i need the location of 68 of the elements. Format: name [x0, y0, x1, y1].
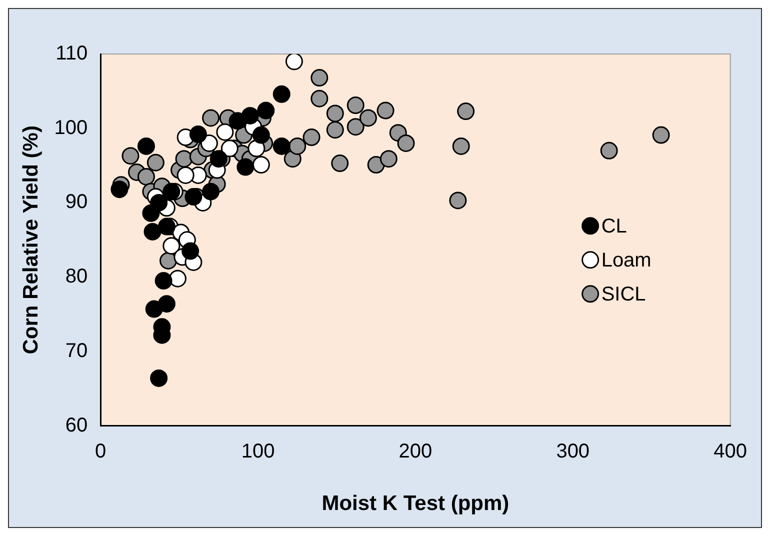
point	[257, 102, 275, 120]
y-tick-label: 90	[65, 191, 88, 214]
x-tick-label: 100	[241, 440, 275, 462]
point	[376, 102, 394, 120]
y-tick-label: 110	[56, 42, 88, 65]
point	[168, 270, 186, 288]
x-axis-title: Moist K Test (ppm)	[322, 492, 510, 516]
point	[600, 142, 618, 160]
point	[248, 140, 266, 158]
point	[272, 85, 290, 103]
point	[182, 242, 200, 260]
point	[310, 69, 328, 87]
point	[272, 137, 290, 155]
legend-label: CL	[601, 215, 627, 238]
point	[137, 137, 155, 155]
point	[359, 109, 377, 127]
point	[449, 192, 467, 210]
point	[346, 96, 364, 114]
point	[380, 150, 398, 168]
point	[216, 123, 234, 141]
point	[176, 166, 194, 184]
point	[162, 237, 180, 255]
point	[236, 158, 254, 176]
point	[154, 272, 172, 290]
point	[220, 140, 238, 158]
y-tick-label: 60	[65, 414, 88, 436]
point	[175, 150, 193, 168]
point	[202, 109, 220, 127]
point	[397, 134, 415, 152]
point	[150, 369, 168, 387]
point	[150, 194, 168, 212]
point	[452, 137, 470, 155]
point	[228, 112, 246, 130]
point	[137, 168, 155, 186]
point	[310, 90, 328, 108]
x-tick-label: 200	[398, 440, 432, 462]
point	[144, 222, 162, 240]
point	[200, 134, 218, 152]
point	[158, 218, 176, 236]
legend-label: SICL	[601, 283, 646, 306]
point	[285, 54, 303, 70]
point	[346, 118, 364, 136]
y-tick-label: 80	[65, 266, 88, 288]
point	[252, 156, 270, 174]
point	[367, 156, 385, 174]
x-tick-label: 400	[714, 440, 748, 462]
point	[326, 121, 344, 139]
y-axis-title: Corn Relative Yield (%)	[19, 126, 42, 354]
point	[146, 154, 164, 172]
point	[652, 126, 670, 144]
point	[184, 188, 202, 206]
point	[302, 128, 320, 146]
point	[122, 147, 140, 165]
point	[326, 104, 344, 122]
point	[288, 137, 306, 155]
point	[110, 180, 128, 198]
y-tick-label: 70	[65, 340, 88, 362]
point	[189, 126, 207, 144]
x-tick-label: 0	[95, 440, 106, 462]
point	[202, 182, 220, 200]
x-tick-label: 300	[556, 440, 590, 462]
point	[252, 126, 270, 144]
legend-label: Loam	[601, 249, 652, 272]
point	[158, 295, 176, 313]
y-tick-label: 100	[54, 116, 88, 139]
point	[331, 154, 349, 172]
point	[162, 182, 180, 200]
point	[457, 102, 475, 120]
